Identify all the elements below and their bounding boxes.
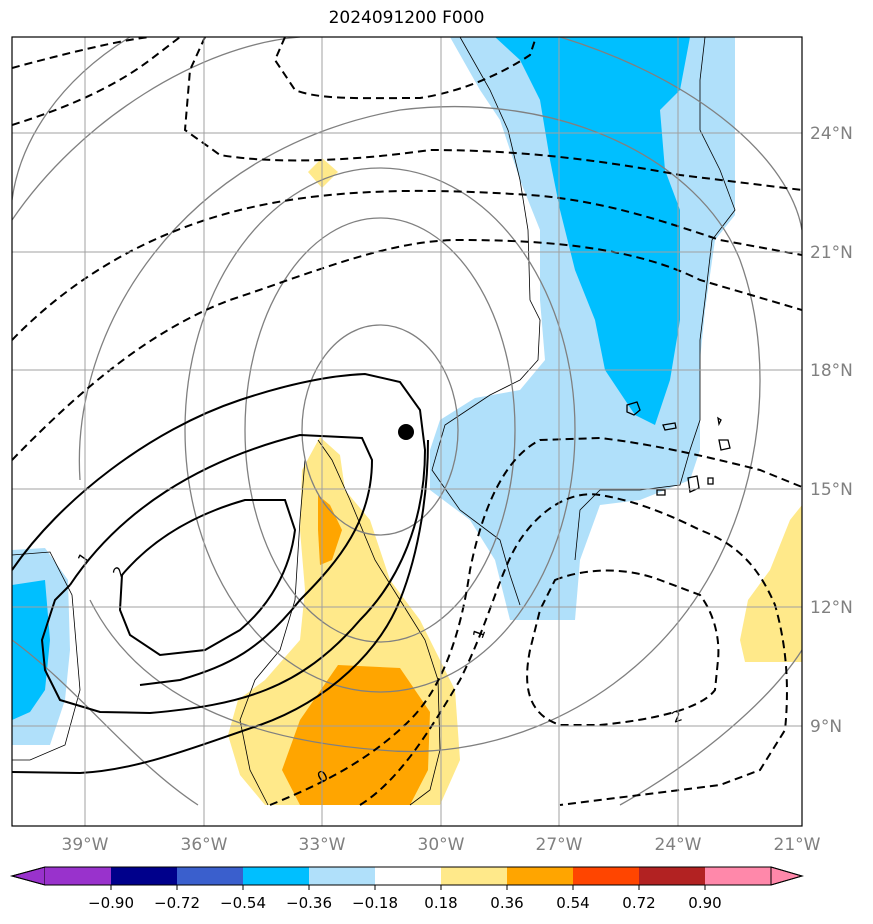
colorbar-tick-label: −0.18 [352, 894, 398, 912]
lon-label: 24°W [655, 835, 702, 855]
colorbar-seg [375, 867, 441, 885]
lat-label: 12°N [810, 598, 853, 618]
lon-labels: 39°W 36°W 33°W 30°W 27°W 24°W 21°W [62, 835, 821, 855]
colorbar-seg [441, 867, 507, 885]
dashed-label-1: 1 [469, 626, 489, 641]
lat-label: 18°N [810, 361, 853, 381]
colorbar-frame [10, 866, 804, 886]
lat-labels: 24°N 21°N 18°N 15°N 12°N 9°N [810, 124, 853, 737]
lon-label: 36°W [181, 835, 228, 855]
map-frame [11, 36, 803, 827]
colorbar-seg [309, 867, 375, 885]
shaded-field [12, 37, 802, 805]
lon-label: 21°W [774, 835, 821, 855]
colorbar-seg [507, 867, 573, 885]
colorbar-tick-label: −0.72 [154, 894, 200, 912]
lat-label: 21°N [810, 243, 853, 263]
colorbar-seg [45, 867, 111, 885]
colorbar-extend-left [10, 866, 46, 886]
colorbar-tick-label: −0.36 [286, 894, 332, 912]
colorbar-tick-label: 0.90 [688, 894, 721, 912]
lon-label: 30°W [418, 835, 465, 855]
dashed-contours [12, 37, 802, 806]
colorbar-tick-label: 0.72 [622, 894, 655, 912]
lon-label: 39°W [62, 835, 109, 855]
lon-label: 33°W [299, 835, 346, 855]
graticule [12, 37, 802, 826]
right-yellow-patch [740, 505, 802, 662]
colorbar-tick-label: 0.54 [556, 894, 589, 912]
colorbar-seg [705, 867, 771, 885]
small-contours [626, 401, 731, 496]
colorbar-tick-label: 0.18 [424, 894, 457, 912]
colorbar-tick-label: −0.90 [88, 894, 134, 912]
colorbar-extend-right [770, 866, 804, 886]
lat-label: 15°N [810, 480, 853, 500]
storm-center-marker [398, 424, 414, 440]
colorbar-seg [243, 867, 309, 885]
colorbar-seg [111, 867, 177, 885]
yellow-diamond [308, 158, 338, 188]
colorbar-seg [573, 867, 639, 885]
colorbar-tick-label: 0.36 [490, 894, 523, 912]
gray-contours [12, 37, 802, 806]
colorbar-seg [177, 867, 243, 885]
lon-label: 27°W [536, 835, 583, 855]
colorbar-seg [639, 867, 705, 885]
solid-label-2: 2 [109, 563, 129, 580]
blue-strip [495, 37, 690, 425]
colorbar-tick-label: −0.54 [220, 894, 266, 912]
colorbar: −0.90 −0.72 −0.54 −0.36 −0.18 0.18 0.36 … [10, 866, 804, 912]
orange-patch-upper [318, 495, 342, 565]
map-title: 2024091200 F000 [328, 8, 485, 28]
lat-label: 9°N [810, 717, 842, 737]
solid-label-1: 1 [74, 549, 94, 567]
lat-label: 24°N [810, 124, 853, 144]
orange-patch-lower [282, 665, 430, 805]
left-blue-patch [12, 580, 50, 720]
solid-contours [12, 372, 429, 775]
